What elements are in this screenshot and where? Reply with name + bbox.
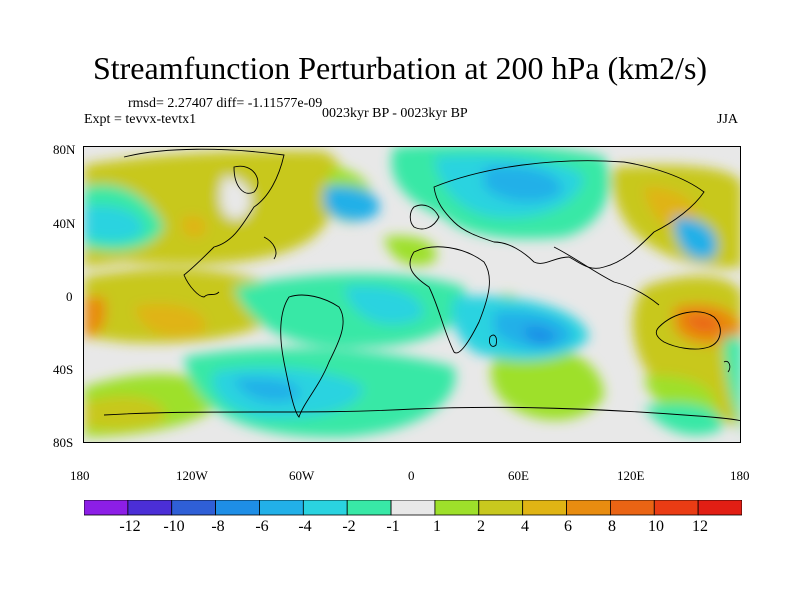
- colorbar-label: -1: [386, 518, 400, 535]
- colorbar-swatch: [346, 500, 392, 516]
- colorbar-swatch: [390, 500, 436, 516]
- colorbar-label: 1: [433, 518, 441, 535]
- colorbar-label: 2: [477, 518, 485, 535]
- x-tick-120w: 120W: [176, 468, 208, 483]
- colorbar-swatch: [215, 500, 260, 516]
- y-tick-80s: 80S: [53, 435, 74, 450]
- map-panel: [83, 146, 741, 443]
- colorbar-swatch: [610, 500, 655, 516]
- colorbar-swatch: [434, 500, 480, 516]
- x-tick-0: 0: [408, 468, 415, 483]
- colorbar-label: -12: [119, 518, 141, 535]
- season-label: JJA: [717, 112, 739, 127]
- period-label: 0023kyr BP - 0023kyr BP: [322, 106, 468, 121]
- y-tick-0: 0: [66, 289, 73, 304]
- x-tick-180e: 180: [730, 468, 750, 483]
- map-title: Streamfunction Perturbation at 200 hPa (…: [92, 50, 708, 86]
- colorbar-swatch: [522, 500, 567, 516]
- colorbar-label: 10: [648, 518, 664, 535]
- x-tick-60e: 60E: [508, 468, 529, 483]
- colorbar-swatch: [171, 500, 217, 516]
- colorbar-label: -8: [211, 518, 225, 535]
- contour-map: [84, 147, 740, 442]
- coastlines: [103, 148, 740, 422]
- colorbar-label: 6: [564, 518, 572, 535]
- y-tick-80n: 80N: [53, 142, 76, 157]
- colorbar-label: -4: [298, 518, 312, 535]
- colorbar-swatch: [302, 500, 348, 516]
- colorbar-swatch: [697, 500, 742, 516]
- y-tick-40n: 40N: [53, 216, 76, 231]
- experiment-label: Expt = tevvx-tevtx1: [84, 112, 197, 127]
- colorbar-label: -2: [342, 518, 356, 535]
- colorbar: [84, 500, 742, 516]
- colorbar-swatch: [478, 500, 524, 516]
- colorbar-swatch: [259, 500, 304, 516]
- colorbar-swatch: [84, 500, 129, 516]
- colorbar-label: -6: [255, 518, 269, 535]
- colorbar-label: -10: [163, 518, 185, 535]
- x-tick-60w: 60W: [289, 468, 315, 483]
- colorbar-label: 8: [608, 518, 616, 535]
- colorbar-swatch: [653, 500, 699, 516]
- colorbar-label: 4: [521, 518, 529, 535]
- stats-line: rmsd= 2.27407 diff= -1.11577e-09: [128, 96, 323, 111]
- field-shading: [84, 147, 740, 438]
- colorbar-swatch: [127, 500, 173, 516]
- x-tick-120e: 120E: [617, 468, 645, 483]
- y-tick-40s: 40S: [53, 362, 74, 377]
- colorbar-label: 12: [692, 518, 708, 535]
- colorbar-swatch: [566, 500, 611, 516]
- x-tick-180w: 180: [70, 468, 90, 483]
